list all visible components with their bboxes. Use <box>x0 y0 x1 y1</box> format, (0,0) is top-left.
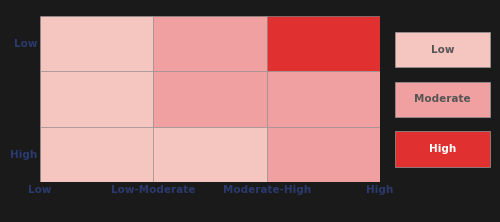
FancyBboxPatch shape <box>395 82 490 117</box>
FancyBboxPatch shape <box>395 32 490 67</box>
Text: Low: Low <box>431 45 454 55</box>
Bar <box>154 71 266 127</box>
Bar <box>266 127 380 182</box>
Text: High: High <box>429 144 456 154</box>
Bar <box>40 127 154 182</box>
Bar <box>154 127 266 182</box>
Bar <box>40 71 154 127</box>
FancyBboxPatch shape <box>395 131 490 167</box>
Bar <box>40 16 154 71</box>
Text: Moderate: Moderate <box>414 94 471 105</box>
Bar <box>154 16 266 71</box>
Bar <box>266 16 380 71</box>
Bar <box>266 71 380 127</box>
